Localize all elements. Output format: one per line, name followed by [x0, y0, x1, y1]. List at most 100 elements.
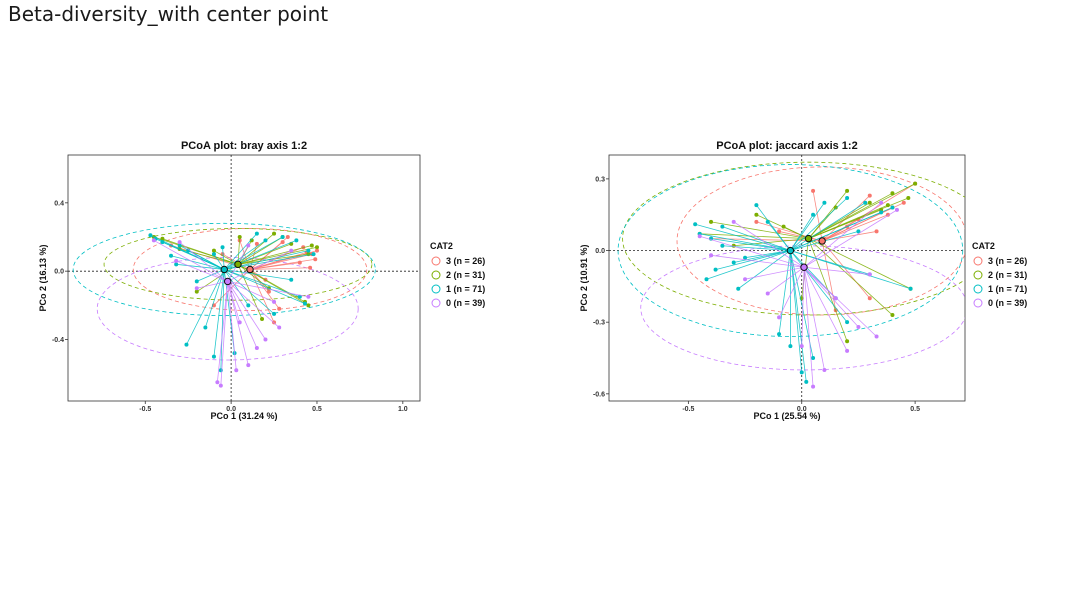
spoke-line [744, 266, 805, 280]
data-point [151, 238, 156, 243]
data-point [890, 191, 895, 196]
spoke-line [790, 214, 814, 251]
spoke-line [803, 209, 898, 268]
spoke-line [710, 238, 791, 251]
spoke-line [237, 264, 270, 289]
data-point [314, 248, 319, 253]
spoke-line [710, 221, 809, 239]
spoke-line [790, 250, 803, 373]
data-point [277, 306, 282, 311]
spoke-line [699, 233, 809, 239]
data-point [308, 265, 313, 270]
data-point [845, 188, 850, 193]
spoke-line [220, 281, 229, 386]
data-point [194, 289, 199, 294]
spoke-line [778, 250, 791, 335]
spoke-line [224, 240, 266, 270]
data-point [845, 339, 850, 344]
spoke-line [196, 269, 225, 282]
x-axis-label: PCo 1 (25.54 %) [753, 411, 820, 421]
data-point [867, 193, 872, 198]
data-point [731, 260, 736, 265]
spoke-line [733, 238, 809, 247]
data-point [177, 240, 182, 245]
data-point [743, 277, 748, 282]
spoke-line [222, 247, 225, 270]
legend-label: 0 (n = 39) [446, 298, 485, 308]
spoke-line [176, 263, 225, 270]
data-point [234, 368, 239, 373]
y-tick-label: -0.6 [593, 391, 605, 398]
spoke-line [223, 233, 258, 270]
legend-swatch [973, 298, 983, 308]
confidence-ellipse [132, 228, 368, 311]
data-point [720, 243, 725, 248]
chart-1: PCoA plot: bray axis 1:2 -0.5 0.0 0.5 1.0 0.4… [38, 140, 485, 421]
data-point [863, 200, 868, 205]
legend-label: 2 (n = 31) [988, 270, 1027, 280]
y-axis-label: PCo 2 (10.91 %) [579, 244, 589, 311]
data-point [211, 252, 216, 257]
data-point [777, 332, 782, 337]
data-point [867, 272, 872, 277]
spoke-line [176, 260, 228, 282]
legend: CAT2 3 (n = 26) 2 (n = 31) 1 (n = 71) 0 (n =… [972, 241, 1027, 308]
spoke-line [738, 250, 791, 290]
spoke-line [237, 243, 292, 265]
spoke-line [249, 251, 307, 270]
spoke-line [790, 202, 866, 251]
data-point [177, 243, 182, 248]
spoke-line [790, 197, 848, 251]
data-point [788, 344, 793, 349]
confidence-ellipse [640, 245, 965, 371]
chart-title: PCoA plot: jaccard axis 1:2 [716, 140, 857, 152]
legend-swatch [973, 256, 983, 266]
spoke-line [699, 235, 805, 268]
spoke-line [186, 269, 225, 345]
plot-area [68, 155, 420, 401]
data-point [160, 240, 165, 245]
data-point [799, 344, 804, 349]
plot-frame [67, 154, 421, 402]
legend-label: 1 (n = 71) [988, 284, 1027, 294]
data-point [266, 289, 271, 294]
data-point [302, 301, 307, 306]
spoke-line [715, 250, 791, 271]
data-point [254, 241, 259, 246]
data-point [901, 200, 906, 205]
spoke-line [179, 241, 228, 282]
spoke-line [803, 267, 848, 352]
data-point [731, 219, 736, 224]
plot-area [609, 155, 965, 401]
y-tick-label: -0.4 [52, 337, 64, 344]
data-point [811, 188, 816, 193]
centroid-point [818, 237, 826, 245]
data-point [697, 234, 702, 239]
legend-label: 2 (n = 31) [446, 270, 485, 280]
x-tick-label: 0.5 [312, 406, 322, 413]
confidence-ellipse [676, 166, 965, 316]
spoke-line [790, 250, 870, 275]
data-point [263, 337, 268, 342]
data-point [704, 277, 709, 282]
data-point [306, 294, 311, 299]
spoke-line [227, 250, 292, 282]
spoke-line [224, 269, 306, 304]
spoke-line [733, 221, 805, 268]
confidence-ellipse [72, 222, 376, 316]
y-axis-label: PCo 2 (16.13 %) [38, 244, 48, 311]
spoke-line [821, 240, 871, 299]
data-point [218, 383, 223, 388]
spoke-line [710, 254, 805, 268]
spoke-line [227, 281, 309, 298]
y-tick-label: 0.0 [595, 248, 605, 255]
data-point [314, 245, 319, 250]
spoke-line [706, 250, 791, 280]
x-tick-label: 1.0 [398, 406, 408, 413]
chart-title: PCoA plot: bray axis 1:2 [181, 140, 307, 152]
data-point [693, 222, 698, 227]
legend-title: CAT2 [972, 241, 995, 251]
data-point [285, 235, 290, 239]
centroid-point [223, 277, 232, 286]
data-point [294, 238, 299, 243]
